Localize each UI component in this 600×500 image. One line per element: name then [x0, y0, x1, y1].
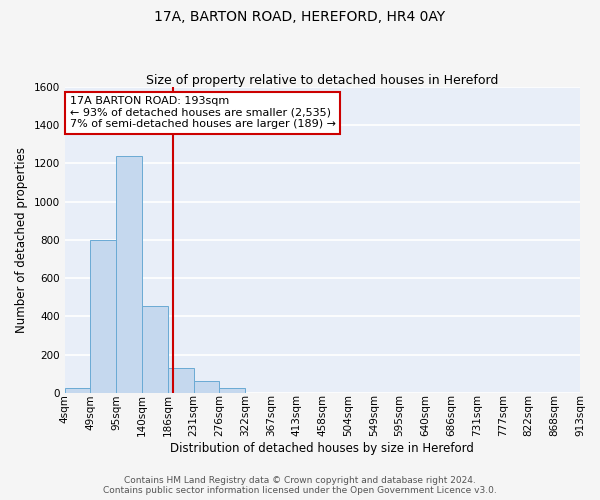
X-axis label: Distribution of detached houses by size in Hereford: Distribution of detached houses by size … — [170, 442, 474, 455]
Text: 17A BARTON ROAD: 193sqm
← 93% of detached houses are smaller (2,535)
7% of semi-: 17A BARTON ROAD: 193sqm ← 93% of detache… — [70, 96, 336, 130]
Bar — [91, 240, 116, 393]
Bar — [193, 380, 219, 393]
Bar — [142, 306, 168, 393]
Y-axis label: Number of detached properties: Number of detached properties — [15, 147, 28, 333]
Text: 17A, BARTON ROAD, HEREFORD, HR4 0AY: 17A, BARTON ROAD, HEREFORD, HR4 0AY — [154, 10, 446, 24]
Text: Contains HM Land Registry data © Crown copyright and database right 2024.
Contai: Contains HM Land Registry data © Crown c… — [103, 476, 497, 495]
Bar — [116, 156, 142, 393]
Bar — [65, 388, 91, 393]
Bar — [168, 368, 193, 393]
Title: Size of property relative to detached houses in Hereford: Size of property relative to detached ho… — [146, 74, 499, 87]
Bar — [219, 388, 245, 393]
